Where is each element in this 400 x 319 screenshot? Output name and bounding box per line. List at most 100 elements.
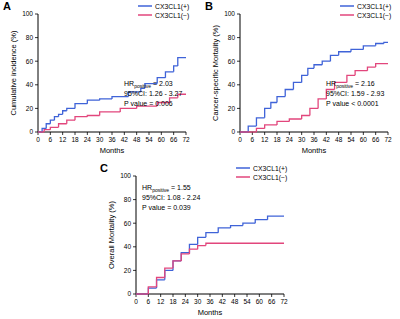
x-tick-label: 60 bbox=[158, 136, 166, 143]
step-segment bbox=[174, 66, 178, 72]
legend-label: CX3CL1(+) bbox=[253, 165, 287, 173]
legend-label: CX3CL1(+) bbox=[155, 3, 189, 11]
annotation-text: 95%CI: 1.59 - 2.93 bbox=[326, 90, 384, 97]
y-tick-label: 60 bbox=[26, 58, 34, 65]
step-segment bbox=[54, 117, 58, 121]
step-segment bbox=[59, 124, 67, 128]
x-tick bbox=[75, 132, 76, 135]
x-tick-label: 54 bbox=[347, 136, 355, 143]
step-segment bbox=[165, 270, 173, 279]
y-tick bbox=[133, 223, 136, 224]
step-segment bbox=[59, 114, 63, 116]
x-tick-label: 48 bbox=[133, 136, 141, 143]
step-segment bbox=[367, 67, 375, 71]
step-segment bbox=[330, 55, 338, 61]
x-tick bbox=[363, 132, 364, 135]
x-tick-label: 6 bbox=[251, 136, 255, 143]
y-tick bbox=[35, 14, 38, 15]
step-segment bbox=[50, 127, 58, 129]
y-tick-label: 20 bbox=[228, 105, 236, 112]
step-segment bbox=[302, 115, 310, 119]
step-segment bbox=[165, 72, 173, 78]
annotation-suffix: = 2.03 bbox=[151, 80, 173, 87]
x-tick bbox=[186, 132, 187, 135]
step-segment bbox=[355, 71, 367, 76]
step-segment bbox=[148, 287, 156, 294]
x-tick-label: 30 bbox=[298, 136, 306, 143]
x-tick-label: 30 bbox=[96, 136, 104, 143]
x-tick-label: 54 bbox=[145, 136, 153, 143]
step-segment bbox=[322, 61, 330, 65]
annotation-suffix: = 2.16 bbox=[353, 80, 375, 87]
step-segment bbox=[157, 280, 165, 288]
x-tick bbox=[136, 132, 137, 135]
annotation-text: HR bbox=[124, 80, 134, 87]
annotation-subscript: positive bbox=[134, 83, 151, 89]
y-tick bbox=[133, 270, 136, 271]
x-tick bbox=[259, 294, 260, 297]
x-tick bbox=[314, 132, 315, 135]
legend-swatch bbox=[236, 167, 250, 169]
x-tick bbox=[185, 294, 186, 297]
y-tick-label: 40 bbox=[228, 81, 236, 88]
step-segment bbox=[256, 118, 264, 126]
annotation-suffix: = 1.55 bbox=[169, 184, 191, 191]
plot-area bbox=[136, 216, 284, 294]
x-tick-label: 6 bbox=[147, 298, 151, 305]
step-segment bbox=[277, 121, 289, 125]
step-segment bbox=[248, 126, 256, 132]
x-tick-label: 66 bbox=[268, 298, 276, 305]
x-tick bbox=[338, 132, 339, 135]
step-segment bbox=[256, 128, 264, 132]
x-tick-label: 18 bbox=[273, 136, 281, 143]
x-tick bbox=[62, 132, 63, 135]
y-tick bbox=[35, 108, 38, 109]
x-tick bbox=[277, 132, 278, 135]
x-tick-label: 72 bbox=[280, 298, 288, 305]
step-segment bbox=[302, 75, 308, 82]
y-axis bbox=[240, 14, 241, 132]
x-tick bbox=[161, 132, 162, 135]
y-axis-label: Overall Mortality (%) bbox=[107, 201, 116, 269]
y-tick bbox=[237, 37, 240, 38]
plot-area bbox=[38, 58, 186, 132]
x-tick-label: 66 bbox=[170, 136, 178, 143]
annotation: 95%CI: 1.08 - 2.24 bbox=[142, 194, 200, 201]
x-tick bbox=[149, 132, 150, 135]
x-tick bbox=[326, 132, 327, 135]
step-segment bbox=[165, 268, 173, 277]
y-tick-label: 0 bbox=[231, 128, 235, 135]
step-segment bbox=[67, 120, 75, 124]
x-tick bbox=[289, 132, 290, 135]
y-tick bbox=[237, 14, 240, 15]
x-tick bbox=[210, 294, 211, 297]
x-tick-label: 54 bbox=[243, 298, 251, 305]
annotation-text: HR bbox=[142, 184, 152, 191]
figure: A061218243036424854606672020406080100Mon… bbox=[0, 0, 400, 319]
step-segment bbox=[44, 130, 50, 132]
step-segment bbox=[120, 108, 136, 112]
step-segment bbox=[376, 44, 384, 46]
step-segment bbox=[38, 131, 44, 132]
x-tick-label: 24 bbox=[84, 136, 92, 143]
legend-label: CX3CL1(−) bbox=[253, 174, 287, 182]
y-tick-label: 80 bbox=[228, 34, 236, 41]
y-tick-label: 60 bbox=[124, 220, 132, 227]
x-tick bbox=[388, 132, 389, 135]
panel-label: C bbox=[100, 162, 108, 174]
step-segment bbox=[265, 108, 271, 117]
y-tick-label: 80 bbox=[124, 196, 132, 203]
annotation-subscript: positive bbox=[152, 187, 169, 193]
step-segment bbox=[243, 223, 255, 225]
series bbox=[136, 216, 284, 294]
x-tick bbox=[87, 132, 88, 135]
annotation: P value < 0.0001 bbox=[326, 100, 379, 107]
x-tick-label: 48 bbox=[231, 298, 239, 305]
annotation: HRpositive = 1.55 bbox=[142, 184, 191, 193]
step-segment bbox=[384, 42, 388, 43]
x-tick bbox=[222, 294, 223, 297]
x-tick bbox=[247, 294, 248, 297]
x-tick bbox=[284, 294, 285, 297]
y-tick bbox=[133, 176, 136, 177]
step-segment bbox=[181, 253, 189, 261]
